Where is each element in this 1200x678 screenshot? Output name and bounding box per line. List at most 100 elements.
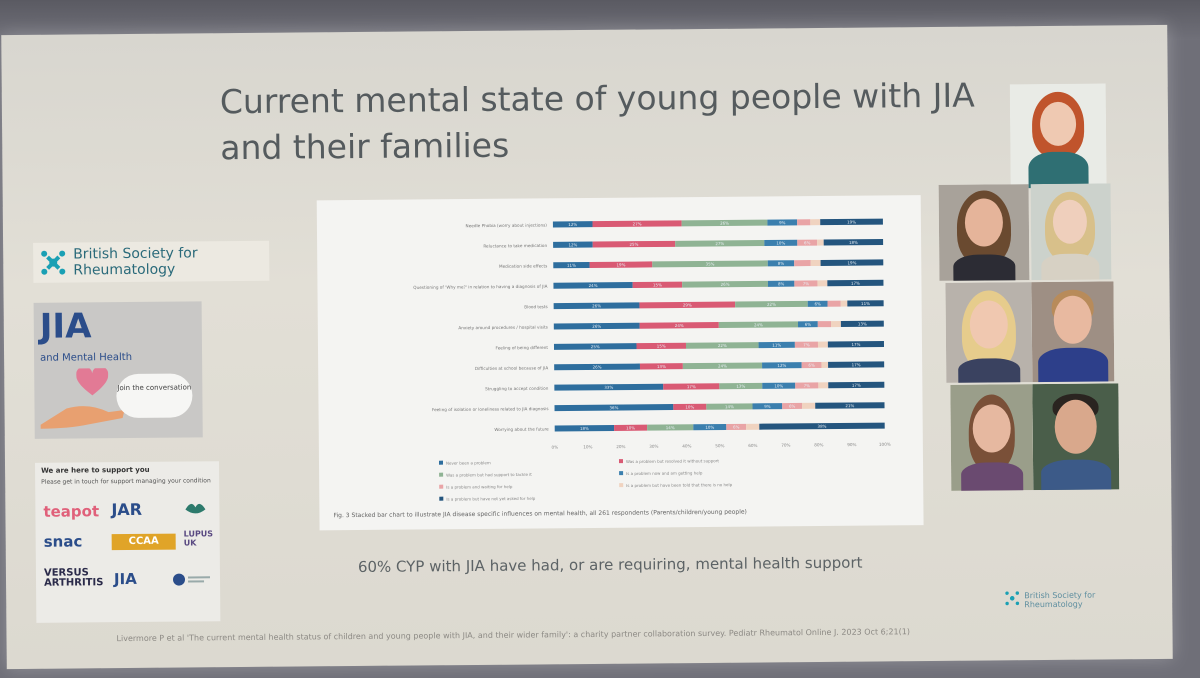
legend-swatch <box>619 483 624 488</box>
category-label: Medication side effects <box>499 263 547 268</box>
bar-segment <box>847 300 884 307</box>
data-label: 10% <box>685 404 694 409</box>
citation: Livermore P et al 'The current mental he… <box>116 627 910 644</box>
data-label: 24% <box>754 322 763 327</box>
bar-segment <box>553 241 593 248</box>
bar-segment <box>764 239 798 247</box>
legend-label: Was a problem but had support to tackle … <box>446 472 532 478</box>
charity-circle-icon <box>172 571 212 590</box>
data-label: 26% <box>592 303 601 308</box>
x-tick-label: 20% <box>616 444 625 449</box>
data-label: 25% <box>629 242 638 247</box>
category-label: Feeling of being different <box>495 345 548 350</box>
bar-segment <box>639 363 683 370</box>
data-label: 17% <box>852 362 861 367</box>
bar-segment <box>589 261 653 268</box>
bar-segment <box>554 363 640 371</box>
bar-segment <box>827 300 841 307</box>
x-tick-label: 80% <box>814 442 823 447</box>
bar-segment <box>554 383 664 391</box>
chart-svg: Needle Phobia (worry about injections) 12… <box>413 218 891 502</box>
category-label: Struggling to accept condition <box>485 386 549 392</box>
legend-swatch <box>439 496 444 501</box>
bar-segment <box>797 321 818 328</box>
x-tick-label: 40% <box>682 443 691 448</box>
data-label: 13% <box>736 384 745 389</box>
support-heading: We are here to support you <box>41 465 150 475</box>
data-label: 10% <box>626 425 635 430</box>
category-label: Reluctance to take medication <box>483 243 547 249</box>
x-tick-label: 60% <box>748 443 757 448</box>
bar-segment <box>820 218 883 226</box>
data-label: 17% <box>687 384 696 389</box>
data-label: 11% <box>861 301 870 306</box>
bar-segment <box>718 321 799 329</box>
bar-segment <box>726 423 747 430</box>
data-label: 6% <box>805 322 812 327</box>
join-conversation-bubble: Join the conversation <box>116 373 193 419</box>
legend-swatch <box>439 472 444 477</box>
category-label: Worrying about the future <box>494 427 549 432</box>
bar-segment <box>817 321 832 328</box>
bar-segment <box>614 424 648 431</box>
data-label: 24% <box>589 283 598 288</box>
bar-segment <box>830 320 841 328</box>
stacked-bar-chart: Needle Phobia (worry about injections) 12… <box>316 195 924 531</box>
speaker-photo-3 <box>1030 183 1112 281</box>
data-label: 17% <box>851 281 860 286</box>
bsr-logo-icon <box>33 248 73 276</box>
data-label: 10% <box>776 240 785 245</box>
x-tick-label: 90% <box>847 442 856 447</box>
bar-segment <box>817 341 828 348</box>
data-label: 6% <box>814 301 821 306</box>
data-label: 26% <box>720 221 729 226</box>
bar-segment <box>840 320 884 327</box>
jia-logo: JIA <box>113 569 137 589</box>
bar-segment <box>752 403 783 410</box>
data-label: 24% <box>718 363 727 368</box>
bar-segment <box>767 260 795 267</box>
bar-segment <box>553 281 633 289</box>
bar-segment <box>639 301 736 309</box>
footer-statement: 60% CYP with JIA have had, or are requir… <box>357 553 863 577</box>
jia-mental-health-card: JIA and Mental Health Join the conversat… <box>33 301 203 439</box>
slide-title: Current mental state of young people wit… <box>219 75 975 168</box>
data-label: 33% <box>604 385 613 390</box>
data-label: 6% <box>789 404 796 409</box>
bar-segment <box>794 341 819 348</box>
bar-segment <box>706 403 753 410</box>
bar-segment <box>553 302 640 310</box>
bar-segment <box>807 300 828 307</box>
heart-icon <box>76 366 109 400</box>
teapot-logo: teapot <box>43 502 100 521</box>
bar-segment <box>797 219 811 226</box>
bsr-small-line2: Rheumatology <box>1024 599 1083 610</box>
legend-swatch <box>618 459 624 464</box>
data-label: 25% <box>591 344 600 349</box>
data-label: 13% <box>657 364 666 369</box>
legend-label: Was a problem but resolved it without su… <box>626 458 719 464</box>
bar-segment <box>810 259 821 267</box>
bar-segment <box>840 300 848 307</box>
data-label: 6% <box>808 363 815 368</box>
data-label: 8% <box>778 261 785 266</box>
bar-segment <box>828 381 885 389</box>
speaker-photo-2 <box>938 184 1030 281</box>
data-label: 38% <box>818 424 827 429</box>
data-label: 22% <box>718 343 727 348</box>
data-label: 10% <box>705 425 714 430</box>
data-label: 17% <box>851 342 860 347</box>
projected-slide: Current mental state of young people wit… <box>1 24 1173 670</box>
charity-bird-icon <box>183 499 207 523</box>
data-label: 26% <box>592 324 601 329</box>
x-tick-label: 100% <box>879 442 891 447</box>
bar-segment <box>554 424 615 432</box>
bar-segment <box>682 362 763 370</box>
data-label: 8% <box>778 281 785 286</box>
bar-segment <box>735 300 808 308</box>
data-label: 19% <box>847 219 856 224</box>
speaker-photo-7 <box>1032 383 1120 491</box>
bar-segment <box>647 424 694 431</box>
data-label: 7% <box>803 281 810 286</box>
category-label: Difficulties at school because of JIA <box>475 365 548 371</box>
